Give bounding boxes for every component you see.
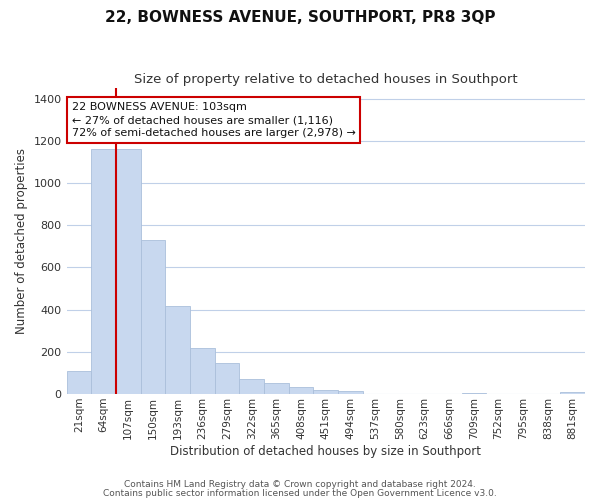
Text: 22 BOWNESS AVENUE: 103sqm
← 27% of detached houses are smaller (1,116)
72% of se: 22 BOWNESS AVENUE: 103sqm ← 27% of detac… xyxy=(72,102,356,138)
Bar xyxy=(91,150,116,394)
Bar xyxy=(215,363,239,394)
Bar xyxy=(140,240,165,394)
Bar xyxy=(67,372,91,394)
Bar xyxy=(289,388,313,394)
Bar xyxy=(560,392,585,394)
Bar xyxy=(313,390,338,394)
Bar xyxy=(116,150,140,394)
Bar xyxy=(461,393,486,394)
Bar xyxy=(190,348,215,394)
X-axis label: Distribution of detached houses by size in Southport: Distribution of detached houses by size … xyxy=(170,444,481,458)
Bar xyxy=(165,306,190,394)
Bar xyxy=(264,384,289,394)
Bar xyxy=(338,390,363,394)
Text: 22, BOWNESS AVENUE, SOUTHPORT, PR8 3QP: 22, BOWNESS AVENUE, SOUTHPORT, PR8 3QP xyxy=(105,10,495,25)
Bar xyxy=(239,378,264,394)
Text: Contains HM Land Registry data © Crown copyright and database right 2024.: Contains HM Land Registry data © Crown c… xyxy=(124,480,476,489)
Text: Contains public sector information licensed under the Open Government Licence v3: Contains public sector information licen… xyxy=(103,489,497,498)
Title: Size of property relative to detached houses in Southport: Size of property relative to detached ho… xyxy=(134,72,518,86)
Y-axis label: Number of detached properties: Number of detached properties xyxy=(15,148,28,334)
